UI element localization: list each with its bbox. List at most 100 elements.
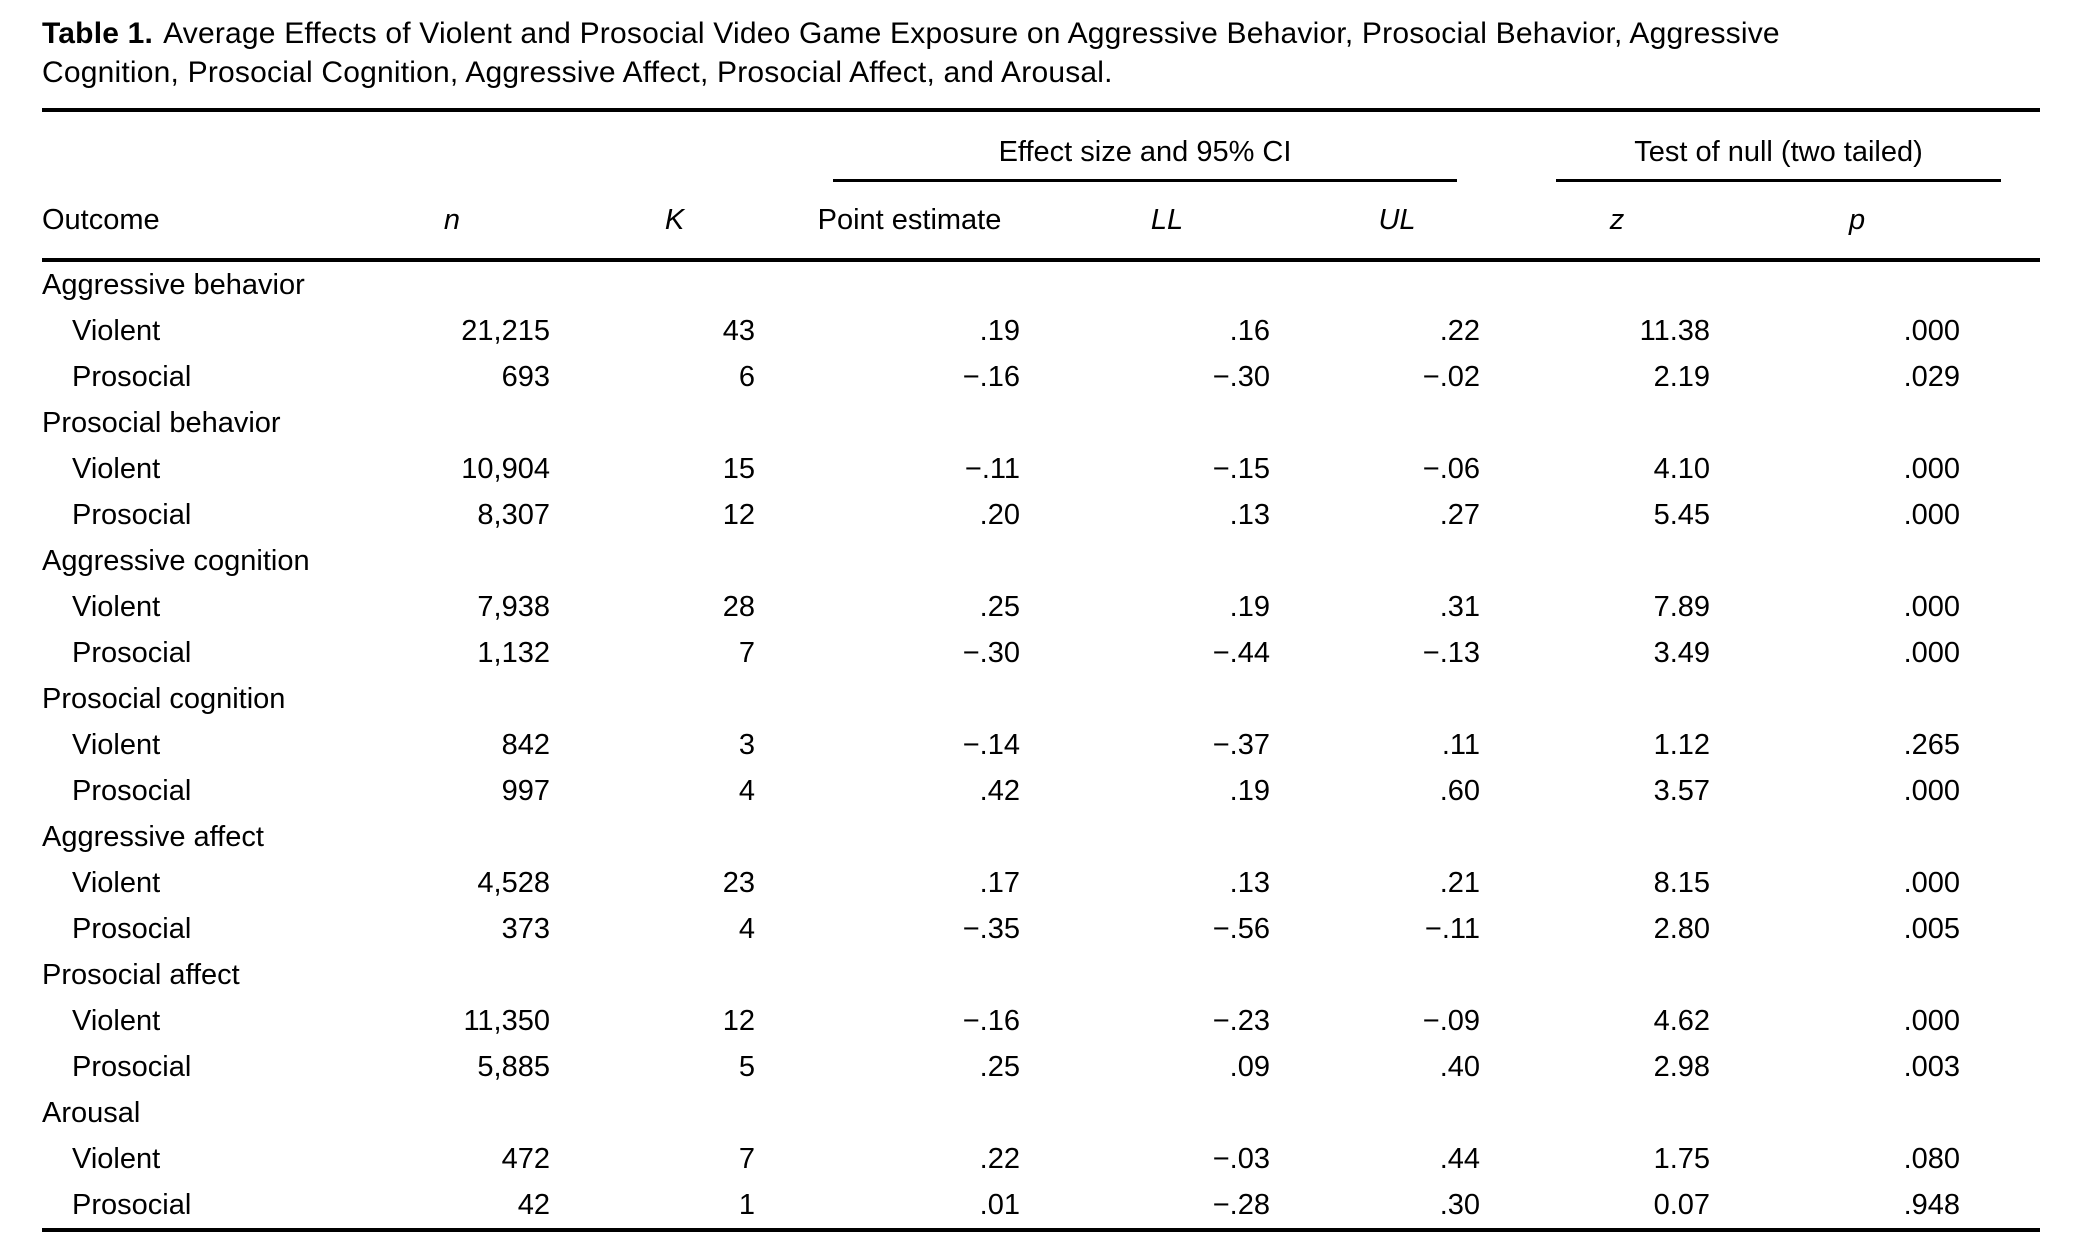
cell-ll: .13 bbox=[1229, 498, 1270, 531]
row-label: Prosocial bbox=[72, 1050, 192, 1083]
cell-ul: −.09 bbox=[1422, 1004, 1481, 1037]
table-row: Violent 7,938 28 .25 .19 .31 7.89 .000 bbox=[42, 584, 2040, 630]
cell-n: 7,938 bbox=[477, 590, 550, 623]
cell-ul: .22 bbox=[1439, 314, 1481, 347]
cell-point-estimate: −.14 bbox=[962, 728, 1020, 761]
section-header-row: Aggressive behavior bbox=[42, 260, 2040, 308]
cell-n: 693 bbox=[501, 360, 550, 393]
row-label: Prosocial bbox=[72, 636, 192, 669]
table-row: Violent 10,904 15 −.11 −.15 −.06 4.10 .0… bbox=[42, 446, 2040, 492]
col-header-point-estimate: Point estimate bbox=[777, 182, 1042, 262]
table-row: Prosocial 42 1 .01 −.28 .30 0.07 .948 bbox=[42, 1182, 2040, 1230]
cell-point-estimate: −.35 bbox=[962, 912, 1020, 945]
cell-ul: .44 bbox=[1439, 1142, 1481, 1175]
section-label: Aggressive behavior bbox=[42, 268, 305, 301]
section-header-row: Prosocial behavior bbox=[42, 400, 2040, 446]
table-row: Prosocial 1,132 7 −.30 −.44 −.13 3.49 .0… bbox=[42, 630, 2040, 676]
cell-z: 11.38 bbox=[1639, 314, 1711, 347]
cell-point-estimate: .20 bbox=[979, 498, 1020, 531]
section-label: Prosocial affect bbox=[42, 958, 240, 991]
spanner-test-null-cell: Test of null (two tailed) bbox=[1502, 110, 2040, 182]
cell-k: 1 bbox=[738, 1188, 755, 1221]
cell-n: 8,307 bbox=[477, 498, 550, 531]
col-header-spacer bbox=[1982, 182, 2041, 262]
cell-z: 3.57 bbox=[1653, 774, 1711, 807]
spacer-cell bbox=[1982, 906, 2040, 952]
table-row: Prosocial 8,307 12 .20 .13 .27 5.45 .000 bbox=[42, 492, 2040, 538]
cell-ll: −.23 bbox=[1212, 1004, 1270, 1037]
spacer-cell bbox=[1982, 446, 2040, 492]
cell-k: 15 bbox=[722, 452, 755, 485]
row-label: Violent bbox=[72, 1142, 161, 1175]
row-label: Prosocial bbox=[72, 360, 192, 393]
table-row: Prosocial 693 6 −.16 −.30 −.02 2.19 .029 bbox=[42, 354, 2040, 400]
row-label: Prosocial bbox=[72, 912, 192, 945]
section-label: Aggressive cognition bbox=[42, 544, 310, 577]
cell-k: 4 bbox=[738, 912, 755, 945]
col-header-ul: UL bbox=[1292, 182, 1503, 262]
cell-ul: −.13 bbox=[1422, 636, 1481, 669]
section-label: Prosocial cognition bbox=[42, 682, 286, 715]
spacer-cell bbox=[1982, 860, 2040, 906]
cell-z: 3.49 bbox=[1653, 636, 1711, 669]
cell-z: 1.12 bbox=[1653, 728, 1711, 761]
cell-z: 1.75 bbox=[1653, 1142, 1711, 1175]
cell-z: 8.15 bbox=[1653, 866, 1711, 899]
cell-z: 2.19 bbox=[1653, 360, 1711, 393]
cell-ll: −.15 bbox=[1212, 452, 1270, 485]
cell-n: 10,904 bbox=[461, 452, 550, 485]
cell-k: 7 bbox=[738, 1142, 755, 1175]
cell-point-estimate: −.16 bbox=[962, 360, 1020, 393]
cell-n: 373 bbox=[501, 912, 550, 945]
spacer-cell bbox=[1982, 1182, 2040, 1230]
cell-k: 12 bbox=[722, 498, 755, 531]
cell-ll: −.37 bbox=[1212, 728, 1270, 761]
cell-p: .000 bbox=[1903, 1004, 1961, 1037]
spanner-row: Effect size and 95% CI Test of null (two… bbox=[42, 110, 2040, 182]
cell-point-estimate: .25 bbox=[979, 1050, 1020, 1083]
cell-point-estimate: .01 bbox=[979, 1188, 1020, 1221]
cell-z: 2.80 bbox=[1653, 912, 1711, 945]
row-label: Prosocial bbox=[72, 774, 192, 807]
row-label: Violent bbox=[72, 590, 161, 623]
spanner-empty-cell bbox=[42, 110, 777, 182]
cell-p: .948 bbox=[1903, 1188, 1961, 1221]
meta-analysis-table: Effect size and 95% CI Test of null (two… bbox=[42, 108, 2041, 1232]
cell-n: 842 bbox=[501, 728, 550, 761]
cell-point-estimate: .22 bbox=[979, 1142, 1020, 1175]
table-row: Prosocial 5,885 5 .25 .09 .40 2.98 .003 bbox=[42, 1044, 2040, 1090]
cell-k: 3 bbox=[738, 728, 755, 761]
cell-p: .000 bbox=[1903, 636, 1961, 669]
cell-ll: −.30 bbox=[1212, 360, 1270, 393]
cell-point-estimate: .25 bbox=[979, 590, 1020, 623]
table-row: Prosocial 997 4 .42 .19 .60 3.57 .000 bbox=[42, 768, 2040, 814]
cell-k: 23 bbox=[722, 866, 755, 899]
cell-ll: −.03 bbox=[1212, 1142, 1270, 1175]
section-header-row: Prosocial cognition bbox=[42, 676, 2040, 722]
row-label: Violent bbox=[72, 452, 161, 485]
cell-z: 4.62 bbox=[1653, 1004, 1711, 1037]
cell-k: 7 bbox=[738, 636, 755, 669]
cell-point-estimate: −.16 bbox=[962, 1004, 1020, 1037]
table-caption-label: Table 1. bbox=[42, 17, 154, 50]
section-header-row: Aggressive affect bbox=[42, 814, 2040, 860]
cell-k: 12 bbox=[722, 1004, 755, 1037]
cell-point-estimate: .19 bbox=[979, 314, 1020, 347]
table-row: Violent 842 3 −.14 −.37 .11 1.12 .265 bbox=[42, 722, 2040, 768]
cell-p: .029 bbox=[1903, 360, 1961, 393]
table-caption: Table 1. Average Effects of Violent and P… bbox=[42, 14, 2040, 92]
spacer-cell bbox=[1982, 722, 2040, 768]
spanner-test-null: Test of null (two tailed) bbox=[1556, 136, 2002, 182]
cell-ll: .09 bbox=[1229, 1050, 1270, 1083]
cell-k: 43 bbox=[722, 314, 755, 347]
section-label: Prosocial behavior bbox=[42, 406, 281, 439]
row-label: Violent bbox=[72, 314, 161, 347]
row-label: Violent bbox=[72, 866, 161, 899]
cell-point-estimate: −.11 bbox=[964, 452, 1020, 485]
section-label: Aggressive affect bbox=[42, 820, 264, 853]
spacer-cell bbox=[1982, 584, 2040, 630]
cell-p: .000 bbox=[1903, 590, 1961, 623]
spacer-cell bbox=[1982, 492, 2040, 538]
spanner-effect-size-cell: Effect size and 95% CI bbox=[777, 110, 1502, 182]
cell-ll: .19 bbox=[1229, 590, 1270, 623]
